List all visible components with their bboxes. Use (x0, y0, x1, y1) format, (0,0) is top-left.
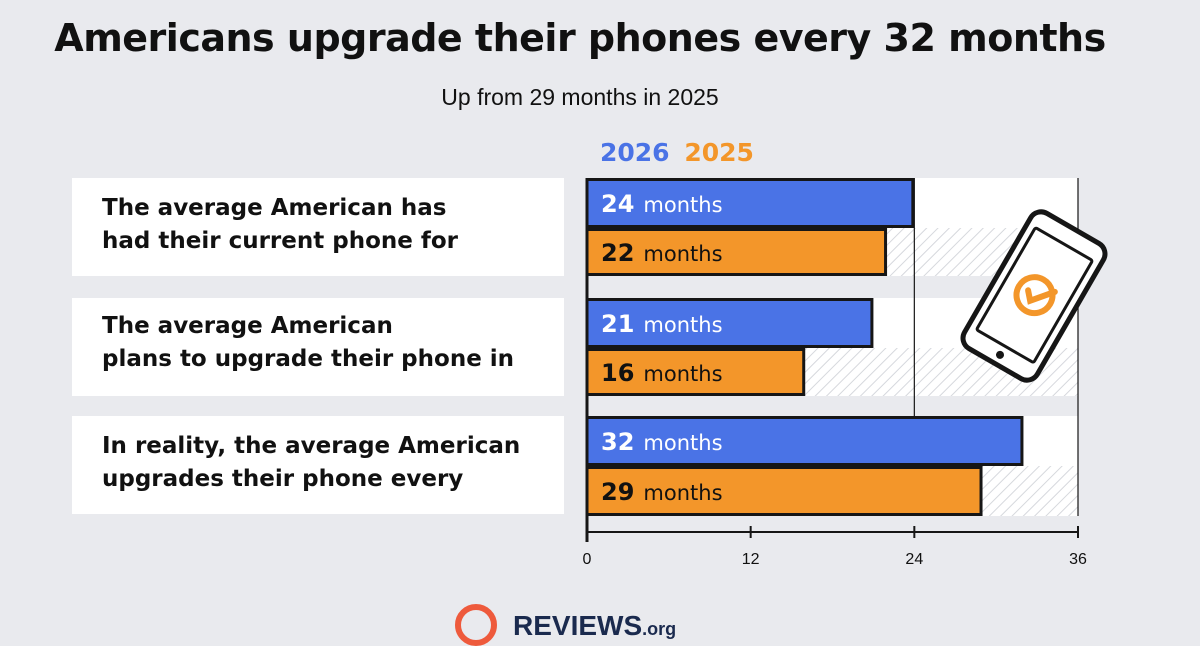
x-tick-label-0: 0 (583, 551, 592, 568)
data-label-2026-1: 24 months (601, 190, 723, 218)
chart-title: Americans upgrade their phones every 32 … (54, 16, 1106, 60)
logo-suffix: .org (642, 619, 677, 639)
legend-2025: 2025 (684, 138, 754, 167)
bar-2025-2 (585, 348, 806, 396)
bar-2025-3 (585, 466, 983, 516)
phone-icon (960, 209, 1108, 383)
row-label-2: The average American plans to upgrade th… (72, 298, 564, 396)
bar-2026-2 (585, 298, 874, 348)
row-label-3: In reality, the average American upgrade… (72, 416, 564, 514)
bar-2026-3 (585, 416, 1024, 466)
logo-name: REVIEWS (513, 610, 643, 641)
row-label-1: The average American has had their curre… (72, 178, 564, 276)
data-label-2025-3: 29 months (601, 478, 723, 506)
row-label-3-line1: In reality, the average American (102, 433, 521, 459)
reviews-org-logo: REVIEWS.org (455, 602, 715, 646)
row-label-2-line2: plans to upgrade their phone in (102, 346, 515, 372)
bar-2026-1 (585, 178, 915, 228)
row-label-3-line2: upgrades their phone every (102, 466, 464, 492)
x-tick-label-24: 24 (905, 551, 923, 568)
row-label-1-line2: had their current phone for (102, 228, 459, 254)
row-label-1-line1: The average American has (102, 195, 447, 221)
data-label-2025-2: 16 months (601, 359, 723, 387)
legend-2026: 2026 (600, 138, 670, 167)
chart-subtitle: Up from 29 months in 2025 (441, 84, 719, 110)
x-tick-label-12: 12 (742, 551, 760, 568)
data-label-2026-2: 21 months (601, 310, 723, 338)
legend: 2026 2025 (600, 138, 760, 167)
data-label-2025-1: 22 months (601, 239, 723, 267)
row-label-2-line1: The average American (102, 313, 393, 339)
x-tick-label-36: 36 (1069, 551, 1087, 568)
data-label-2026-3: 32 months (601, 428, 723, 456)
bar-2025-1 (585, 228, 888, 276)
